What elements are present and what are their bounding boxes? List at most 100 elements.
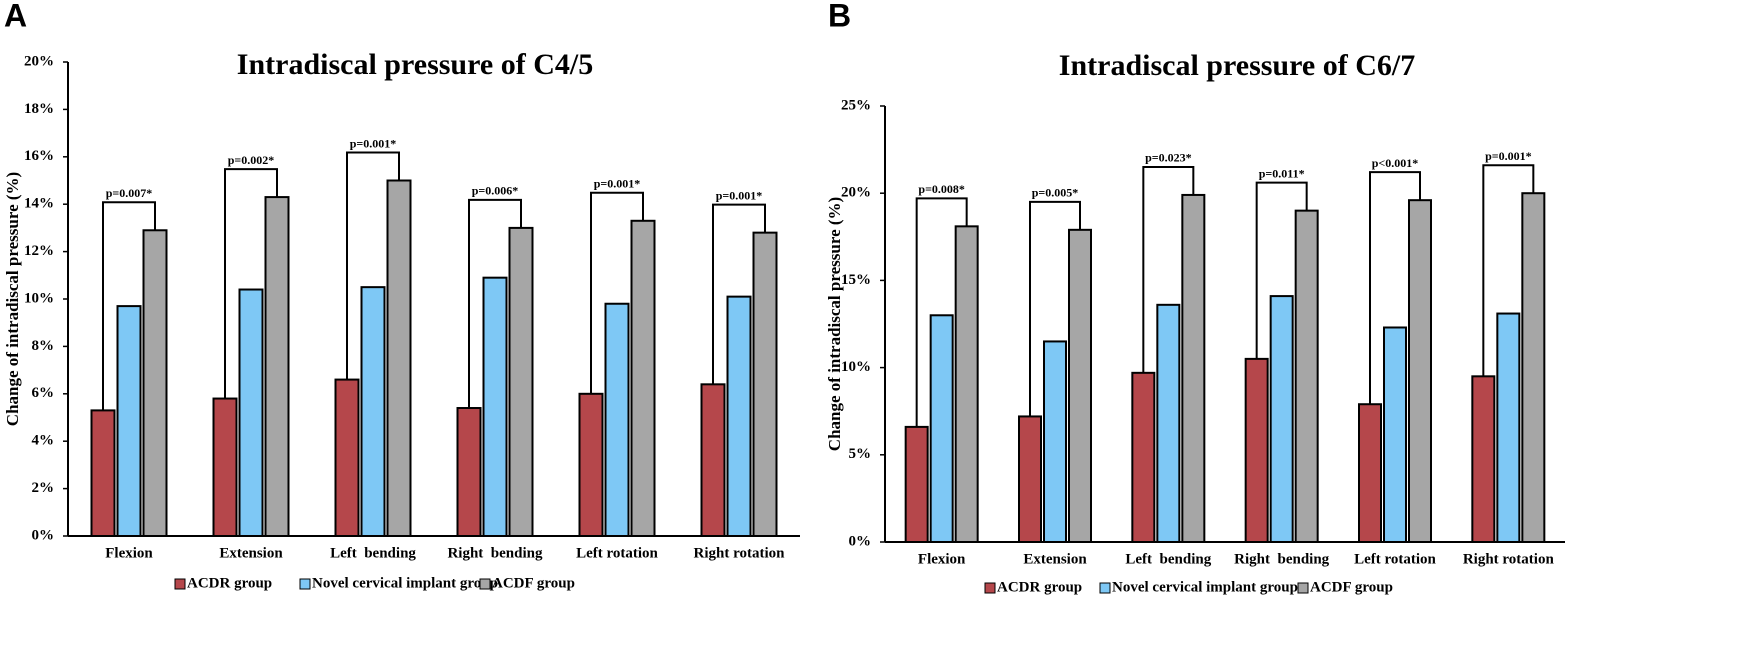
p-value-label: p=0.011* — [1259, 166, 1305, 180]
bar — [90, 409, 116, 538]
legend-label: ACDF group — [492, 575, 575, 591]
p-value-label: p=0.008* — [918, 182, 965, 196]
panel-label: A — [4, 0, 27, 33]
p-value-label: p=0.006* — [472, 184, 519, 198]
y-tick-label: 12% — [24, 243, 54, 259]
legend-label: ACDR group — [187, 575, 272, 591]
y-tick-label: 16% — [24, 148, 54, 164]
x-tick-label: Left rotation — [1354, 551, 1436, 567]
legend-swatch — [174, 578, 186, 590]
bar — [1181, 193, 1206, 543]
x-tick-label: Left rotation — [576, 545, 658, 561]
significance-bracket — [1029, 200, 1081, 417]
legend-label: ACDR group — [997, 579, 1082, 595]
p-value-label: p=0.001* — [350, 136, 397, 150]
x-tick-label: Extension — [219, 545, 283, 561]
x-tick-label: Right rotation — [1463, 551, 1555, 567]
p-value-label: p=0.007* — [106, 186, 153, 200]
bar — [954, 225, 979, 543]
bar — [904, 425, 929, 543]
bar — [142, 229, 168, 538]
panel-label: B — [828, 0, 851, 33]
legend-swatch — [299, 578, 311, 590]
bar — [726, 295, 752, 537]
significance-bracket — [1255, 181, 1308, 359]
legend-label: ACDF group — [1310, 579, 1393, 595]
bar — [1521, 192, 1546, 543]
bar — [508, 226, 534, 537]
x-tick-label: Flexion — [918, 551, 966, 567]
bar — [482, 276, 508, 537]
bar — [1156, 303, 1181, 544]
chart-title: Intradiscal pressure of C6/7 — [1059, 49, 1415, 82]
chart-title: Intradiscal pressure of C4/5 — [237, 48, 593, 81]
y-tick-label: 18% — [24, 101, 54, 117]
bar — [360, 286, 386, 537]
bar — [1383, 326, 1407, 543]
bar — [238, 288, 264, 537]
x-tick-label: Flexion — [105, 545, 153, 561]
significance-bracket — [224, 168, 278, 399]
bar — [456, 407, 482, 537]
legend-swatch — [984, 582, 996, 594]
p-value-label: p=0.001* — [716, 188, 763, 202]
legend-label: Novel cervical implant group — [1112, 579, 1298, 595]
y-tick-label: 2% — [32, 480, 55, 496]
x-tick-label: Left bending — [1125, 551, 1211, 567]
significance-bracket — [1369, 171, 1421, 405]
y-tick-label: 8% — [32, 338, 55, 354]
x-tick-label: Right bending — [447, 545, 543, 561]
y-tick-label: 0% — [32, 527, 55, 543]
bar — [1068, 228, 1092, 543]
bar — [1496, 312, 1521, 544]
y-tick-label: 5% — [849, 446, 872, 462]
p-value-label: p=0.005* — [1032, 186, 1079, 200]
y-tick-label: 10% — [841, 359, 871, 375]
bar — [334, 378, 360, 537]
y-tick-label: 10% — [24, 290, 54, 306]
y-tick-label: 4% — [32, 433, 55, 449]
y-tick-label: 15% — [841, 272, 871, 288]
bar — [1269, 295, 1294, 544]
x-tick-label: Right bending — [1234, 551, 1330, 567]
legend-swatch — [1099, 582, 1111, 594]
significance-bracket — [1482, 164, 1535, 377]
y-tick-label: 6% — [32, 385, 55, 401]
x-tick-label: Extension — [1023, 551, 1087, 567]
bar — [700, 383, 726, 537]
legend-label: Novel cervical implant group — [312, 575, 498, 591]
bar — [1244, 357, 1269, 543]
bar — [386, 179, 412, 537]
p-value-label: p=0.001* — [594, 177, 641, 191]
significance-bracket — [590, 191, 644, 394]
bar — [264, 196, 290, 537]
bar — [1018, 415, 1042, 544]
bar — [1043, 340, 1067, 543]
p-value-label: p<0.001* — [1372, 156, 1419, 170]
y-tick-label: 25% — [841, 97, 871, 113]
bar — [578, 392, 604, 537]
x-tick-label: Right rotation — [694, 545, 786, 561]
bar — [1294, 209, 1319, 543]
y-tick-label: 20% — [24, 53, 54, 69]
x-tick-label: Left bending — [330, 545, 416, 561]
bar — [1358, 403, 1382, 543]
y-axis-label: Change of intradiscal pressure (%) — [3, 172, 22, 426]
y-axis-label: Change of intradiscal pressure (%) — [825, 197, 844, 451]
bar — [929, 314, 954, 543]
p-value-label: p=0.002* — [228, 153, 275, 167]
significance-bracket — [468, 198, 522, 409]
y-tick-label: 0% — [849, 533, 872, 549]
y-tick-label: 14% — [24, 196, 54, 212]
bar — [212, 397, 238, 538]
bar — [752, 231, 778, 537]
bar — [630, 219, 656, 537]
legend-swatch — [1297, 582, 1309, 594]
bar — [1408, 199, 1432, 543]
p-value-label: p=0.001* — [1485, 149, 1532, 163]
bar — [604, 302, 630, 537]
significance-bracket — [102, 201, 156, 411]
bar — [1131, 371, 1156, 543]
bar — [116, 305, 142, 537]
